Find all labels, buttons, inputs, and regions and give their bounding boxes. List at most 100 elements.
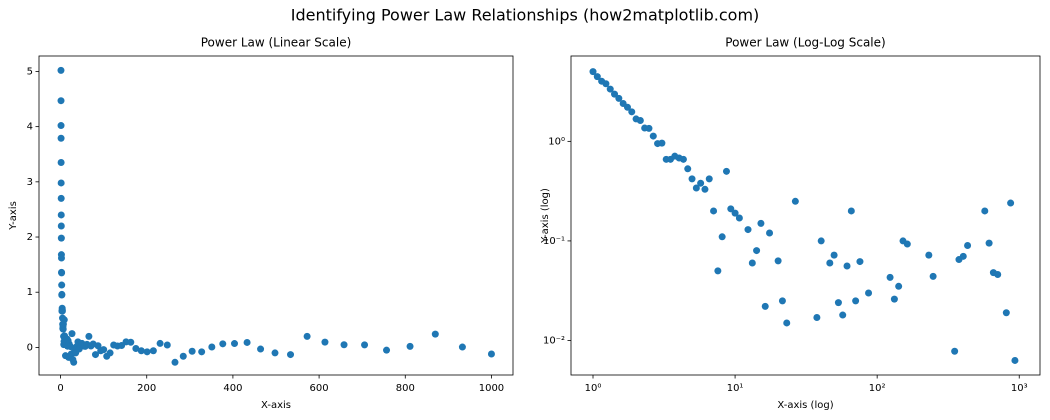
scatter-point (257, 345, 265, 353)
scatter-point (748, 259, 756, 267)
scatter-point (188, 347, 196, 355)
scatter-point (68, 330, 76, 338)
scatter-point (57, 66, 65, 74)
x-tick-label: 1000 (479, 383, 504, 394)
scatter-point (60, 316, 68, 324)
scatter-point (959, 252, 967, 260)
scatter-point (981, 207, 989, 215)
y-tick-label: 1 (27, 287, 33, 298)
scatter-point (817, 237, 825, 245)
y-axis-label: Y-axis (log) (540, 188, 551, 244)
scatter-point (383, 346, 391, 354)
scatter-point (198, 348, 206, 356)
x-tick-label: 10² (869, 383, 886, 394)
scatter-point (710, 207, 718, 215)
scatter-point (830, 251, 838, 259)
scatter-point (735, 214, 743, 222)
scatter-point (636, 116, 644, 124)
scatter-point (171, 358, 179, 366)
scatter-point (778, 297, 786, 305)
scatter-point (826, 259, 834, 267)
scatter-point (615, 94, 623, 102)
y-tick-label: 10⁻² (543, 335, 565, 346)
scatter-point (766, 229, 774, 237)
scatter-point (929, 272, 937, 280)
scatter-point (321, 338, 329, 346)
scatter-point (57, 211, 65, 219)
scatter-point (1002, 309, 1010, 317)
scatter-point (85, 332, 93, 340)
scatter-point (340, 341, 348, 349)
scatter-point (791, 197, 799, 205)
scatter-point (645, 124, 653, 132)
scatter-point (744, 226, 752, 234)
axes-title: Power Law (Linear Scale) (201, 36, 352, 50)
scatter-point (1007, 199, 1015, 207)
scatter-point (714, 267, 722, 275)
scatter-point (688, 175, 696, 183)
scatter-point (57, 97, 65, 105)
x-tick-label: 10¹ (727, 383, 744, 394)
scatter-point (813, 314, 821, 322)
scatter-point (243, 338, 251, 346)
x-tick-label: 600 (310, 383, 329, 394)
scatter-point (287, 351, 295, 359)
scatter-point (132, 345, 140, 353)
scatter-point (57, 222, 65, 230)
scatter-point (925, 251, 933, 259)
scatter-point (589, 68, 597, 76)
y-axis-label: Y-axis (8, 201, 19, 231)
y-tick-label: 3 (27, 177, 33, 188)
scatter-point (895, 282, 903, 290)
scatter-point (58, 307, 66, 315)
x-tick-label: 10⁰ (585, 383, 602, 394)
scatter-point (679, 155, 687, 163)
scatter-point (57, 194, 65, 202)
scatter-point (602, 80, 610, 88)
scatter-point (658, 139, 666, 147)
scatter-point (757, 219, 765, 227)
scatter-point (303, 332, 311, 340)
scatter-point (156, 339, 164, 347)
scatter-point (137, 347, 145, 355)
scatter-point (628, 108, 636, 116)
x-tick-label: 800 (396, 383, 415, 394)
scatter-point (91, 351, 99, 359)
axes-frame (570, 55, 1041, 376)
scatter-point (149, 347, 157, 355)
y-tick-label: 0 (27, 342, 33, 353)
scatter-point (985, 239, 993, 247)
scatter-point (1011, 356, 1019, 364)
scatter-point (774, 257, 782, 265)
scatter-point (106, 349, 114, 357)
scatter-point (57, 254, 65, 262)
scatter-point (843, 262, 851, 270)
scatter-point (731, 209, 739, 217)
x-tick-label: 10³ (1011, 383, 1028, 394)
scatter-point (964, 241, 972, 249)
y-tick-label: 2 (27, 232, 33, 243)
scatter-point (994, 270, 1002, 278)
axes-frame (38, 55, 514, 376)
y-tick-label: 4 (27, 122, 33, 133)
scatter-point (593, 73, 601, 81)
scatter-point (179, 352, 187, 360)
scatter-point (722, 167, 730, 175)
scatter-point (727, 205, 735, 213)
scatter-point (271, 349, 279, 357)
y-tick-label: 5 (27, 66, 33, 77)
scatter-point (865, 289, 873, 297)
scatter-point (406, 342, 414, 350)
x-tick-label: 400 (223, 383, 242, 394)
scatter-point (753, 247, 761, 255)
scatter-point (856, 258, 864, 266)
scatter-point (57, 159, 65, 167)
scatter-point (692, 184, 700, 192)
scatter-point (58, 290, 66, 298)
scatter-point (761, 302, 769, 310)
scatter-point (886, 273, 894, 281)
scatter-point (890, 295, 898, 303)
scatter-point (705, 175, 713, 183)
scatter-point (100, 346, 108, 354)
